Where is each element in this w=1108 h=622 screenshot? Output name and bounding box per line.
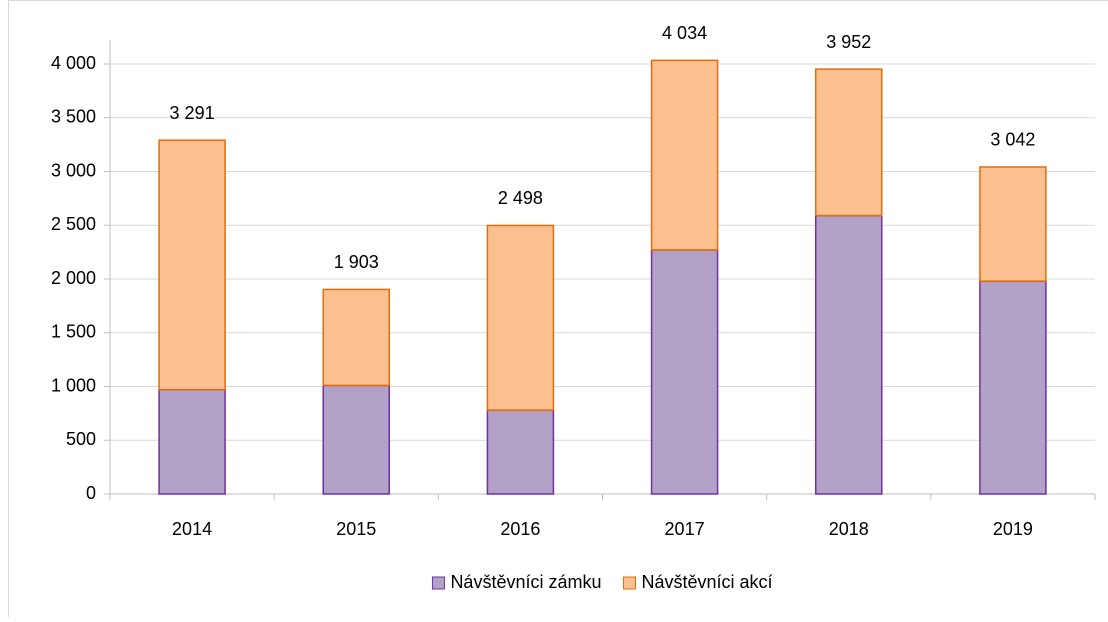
bar-segment [159, 140, 225, 390]
bar-segment [652, 250, 718, 494]
bar-segment [159, 390, 225, 494]
y-tick-label: 1 500 [51, 322, 96, 342]
legend-swatch [624, 577, 636, 589]
y-tick-label: 0 [86, 483, 96, 503]
bar-segment [487, 410, 553, 494]
bar-segment [652, 60, 718, 250]
total-label: 2 498 [498, 188, 543, 208]
legend-swatch [432, 577, 444, 589]
y-tick-label: 1 000 [51, 375, 96, 395]
bar-segment [980, 167, 1046, 281]
x-tick-label: 2014 [172, 519, 212, 539]
bar-segment [487, 225, 553, 410]
y-tick-label: 2 500 [51, 214, 96, 234]
y-tick-label: 2 000 [51, 268, 96, 288]
bar-segment [980, 281, 1046, 494]
bar-segment [816, 216, 882, 494]
bar-segment [816, 69, 882, 215]
y-tick-label: 500 [66, 429, 96, 449]
x-tick-label: 2017 [665, 519, 705, 539]
bar-segment [323, 289, 389, 385]
legend-label: Návštěvníci akcí [642, 572, 773, 592]
x-tick-label: 2015 [336, 519, 376, 539]
y-tick-label: 3 000 [51, 160, 96, 180]
x-tick-label: 2018 [829, 519, 869, 539]
total-label: 3 042 [990, 130, 1035, 150]
bar-segment [323, 385, 389, 494]
legend-label: Návštěvníci zámku [450, 572, 601, 592]
y-tick-label: 4 000 [51, 53, 96, 73]
x-tick-label: 2016 [500, 519, 540, 539]
total-label: 3 952 [826, 32, 871, 52]
total-label: 1 903 [334, 252, 379, 272]
x-tick-label: 2019 [993, 519, 1033, 539]
y-tick-label: 3 500 [51, 107, 96, 127]
total-label: 4 034 [662, 23, 707, 43]
total-label: 3 291 [170, 103, 215, 123]
